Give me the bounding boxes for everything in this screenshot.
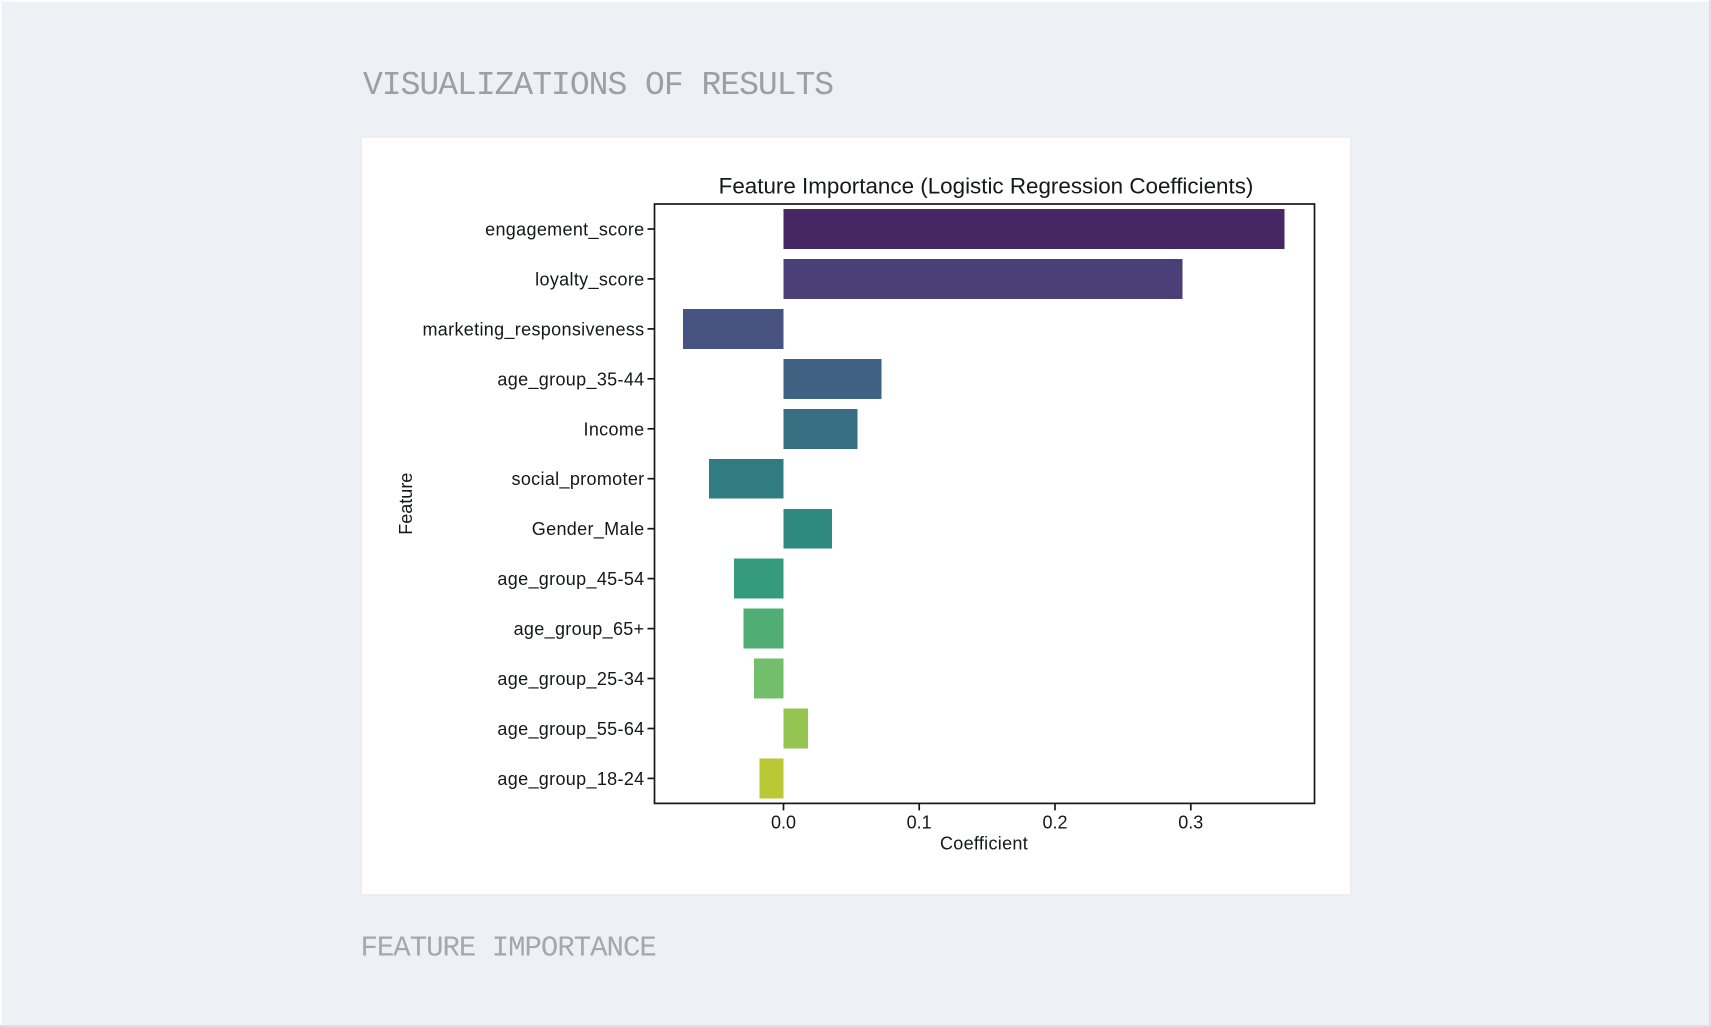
svg-text:engagement_score: engagement_score: [485, 220, 644, 241]
svg-text:social_promoter: social_promoter: [511, 469, 644, 490]
svg-text:Gender_Male: Gender_Male: [532, 519, 645, 540]
svg-text:marketing_responsiveness: marketing_responsiveness: [422, 319, 644, 340]
svg-text:Coefficient: Coefficient: [940, 834, 1028, 854]
svg-text:VISUALIZATIONS OF RESULTS: VISUALIZATIONS OF RESULTS: [363, 67, 833, 104]
svg-text:Feature Importance (Logistic R: Feature Importance (Logistic Regression …: [719, 174, 1254, 199]
svg-text:Feature: Feature: [396, 473, 416, 535]
svg-text:0.2: 0.2: [1042, 812, 1067, 832]
svg-text:0.3: 0.3: [1178, 812, 1203, 832]
svg-text:age_group_65+: age_group_65+: [514, 619, 645, 640]
svg-text:0.1: 0.1: [907, 812, 932, 832]
svg-text:loyalty_score: loyalty_score: [535, 269, 644, 290]
svg-text:age_group_25-34: age_group_25-34: [497, 669, 644, 690]
svg-text:age_group_18-24: age_group_18-24: [497, 769, 644, 790]
svg-text:FEATURE IMPORTANCE: FEATURE IMPORTANCE: [361, 932, 656, 965]
svg-text:age_group_45-54: age_group_45-54: [497, 569, 644, 590]
svg-text:0.0: 0.0: [771, 812, 796, 832]
svg-text:age_group_35-44: age_group_35-44: [497, 369, 644, 390]
svg-text:age_group_55-64: age_group_55-64: [497, 719, 644, 740]
svg-text:Income: Income: [583, 419, 644, 439]
